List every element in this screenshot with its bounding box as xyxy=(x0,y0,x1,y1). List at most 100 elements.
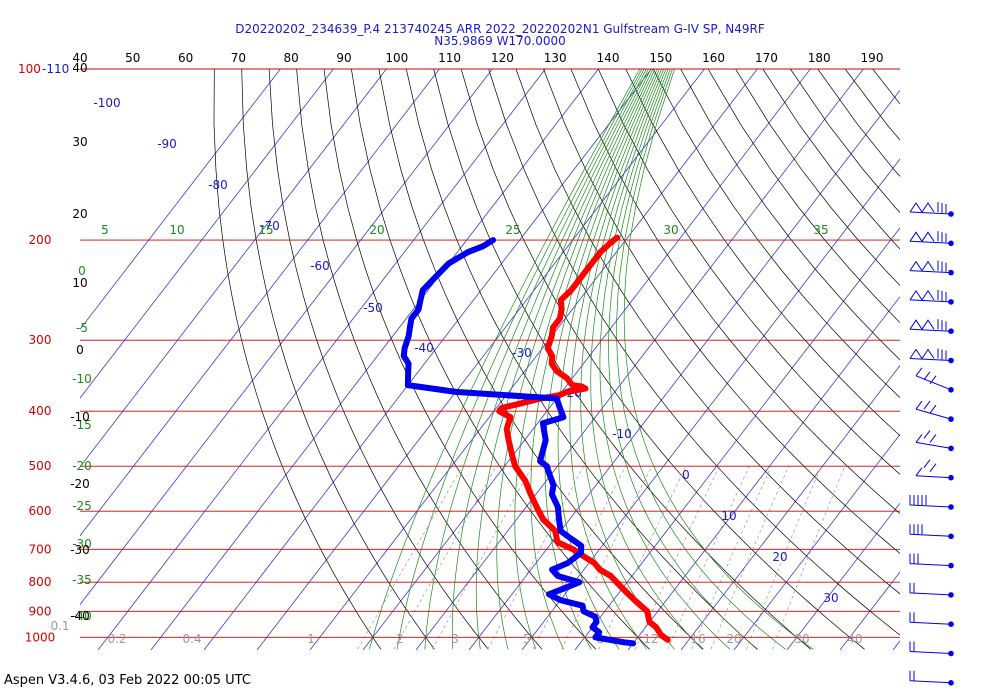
isotherm-line xyxy=(468,89,900,650)
wind-barb xyxy=(909,495,954,510)
mixing-ratio-line xyxy=(691,466,772,650)
moist-adiabat-line xyxy=(599,69,731,650)
isotherm-label: -40 xyxy=(414,341,434,355)
isotherm-line xyxy=(786,502,900,650)
wind-barb xyxy=(909,612,954,627)
mixing-ratio-label: 16 xyxy=(690,632,705,646)
wind-barb xyxy=(909,553,954,569)
moist-adiabat-label: -40 xyxy=(72,609,92,623)
wind-barbs xyxy=(909,202,954,686)
wind-barb xyxy=(909,319,954,335)
moist-adiabat-line xyxy=(475,69,649,650)
pressure-label: 1000 xyxy=(25,630,56,644)
moist-adiabat-line xyxy=(590,69,703,650)
wind-barb xyxy=(915,400,954,422)
wind-barb-staff xyxy=(909,592,952,596)
dry-adiabat-label: 10 xyxy=(72,276,87,290)
top-tick-label: 80 xyxy=(284,51,299,65)
dry-adiabat-line xyxy=(460,69,865,650)
moist-adiabat-label: 25 xyxy=(505,223,520,237)
dry-adiabat-label: 20 xyxy=(72,207,87,221)
pressure-label: 900 xyxy=(29,604,52,618)
isotherm-line xyxy=(309,69,758,650)
wind-barb xyxy=(909,582,954,598)
isotherm-label: 0 xyxy=(682,468,690,482)
wind-barb-staff xyxy=(909,563,952,567)
moist-adiabat-line xyxy=(451,69,647,650)
dry-adiabat-label: -20 xyxy=(70,477,90,491)
isotherm-line xyxy=(80,69,440,537)
wind-barb xyxy=(909,231,954,247)
moist-adiabat-label: 15 xyxy=(258,223,273,237)
dry-adiabat-line xyxy=(351,69,650,650)
wind-barb-staff xyxy=(909,504,952,508)
wind-barb-staff xyxy=(909,299,952,303)
wind-barb-staff xyxy=(915,441,952,449)
wind-barb-staff xyxy=(909,621,952,625)
mixing-ratio-label: 3 xyxy=(451,632,459,646)
chart-background-lines xyxy=(80,69,1000,650)
temperature-profile-line xyxy=(496,234,671,643)
wind-barb xyxy=(909,524,954,540)
top-tick-label: 90 xyxy=(336,51,351,65)
wind-barb-staff xyxy=(915,375,952,391)
isotherm-line xyxy=(80,69,334,399)
wind-barb xyxy=(909,260,954,276)
dry-adiabat-label: -40 xyxy=(70,609,90,623)
dry-adiabat-line xyxy=(790,69,900,214)
wind-barb-staff xyxy=(909,680,952,684)
moist-adiabat-line xyxy=(514,69,654,650)
wind-barb-flags xyxy=(909,319,935,331)
wind-barb-feathers xyxy=(915,459,937,476)
mixing-ratio-label: 2 xyxy=(396,632,404,646)
moist-adiabat-line xyxy=(608,69,759,650)
top-tick-label: 120 xyxy=(491,51,514,65)
isotherm-label: -80 xyxy=(208,178,228,192)
isotherm-line xyxy=(574,227,900,650)
pressure-label: 800 xyxy=(29,575,52,589)
pressure-label: 500 xyxy=(29,459,52,473)
isotherm-label: -70 xyxy=(260,219,280,233)
mixing-ratio-line xyxy=(357,466,463,650)
wind-barb-flags xyxy=(909,202,935,213)
wind-barb-staff xyxy=(909,211,952,215)
wind-barb-flags xyxy=(909,289,935,301)
isobar-lines xyxy=(80,68,900,638)
dry-adiabat-line xyxy=(625,69,900,437)
top-tick-label: 170 xyxy=(755,51,778,65)
dry-adiabat-label: 0 xyxy=(76,343,84,357)
pressure-label: 700 xyxy=(29,542,52,556)
wind-barb xyxy=(915,459,954,481)
dry-adiabat-line xyxy=(982,69,1000,649)
wind-barb xyxy=(909,289,954,305)
moist-adiabat-line xyxy=(557,69,660,650)
wind-barb-staff xyxy=(915,408,952,420)
moist-adiabat-line xyxy=(496,69,652,650)
isotherm-line xyxy=(150,69,599,650)
isotherm-line xyxy=(80,69,493,606)
top-tick-label: 100 xyxy=(385,51,408,65)
top-tick-label: 190 xyxy=(861,51,884,65)
mixing-ratio-line xyxy=(772,466,846,650)
moist-adiabat-label: 5 xyxy=(101,223,109,237)
wind-barb-feathers xyxy=(909,553,919,564)
top-tick-label: 180 xyxy=(808,51,831,65)
isotherm-line xyxy=(256,69,705,650)
moist-adiabat-label: 35 xyxy=(813,223,828,237)
wind-barb-feathers xyxy=(915,430,937,443)
top-tick-label: 70 xyxy=(231,51,246,65)
wind-barb-feathers xyxy=(937,289,947,301)
moist-adiabat-line xyxy=(569,69,662,650)
pressure-label-suffix: -110 xyxy=(42,62,69,76)
isotherm-line xyxy=(733,433,900,650)
pressure-label: 200 xyxy=(29,233,52,247)
top-tick-label: 130 xyxy=(544,51,567,65)
isotherm-line xyxy=(203,69,652,650)
wind-barb-feathers xyxy=(937,348,947,360)
dry-adiabat-line xyxy=(296,69,543,650)
dry-adiabat-line xyxy=(872,69,900,105)
mixing-ratio-label: 0.2 xyxy=(107,632,126,646)
wind-barb-staff xyxy=(909,358,952,361)
dry-adiabat-line xyxy=(323,69,597,650)
